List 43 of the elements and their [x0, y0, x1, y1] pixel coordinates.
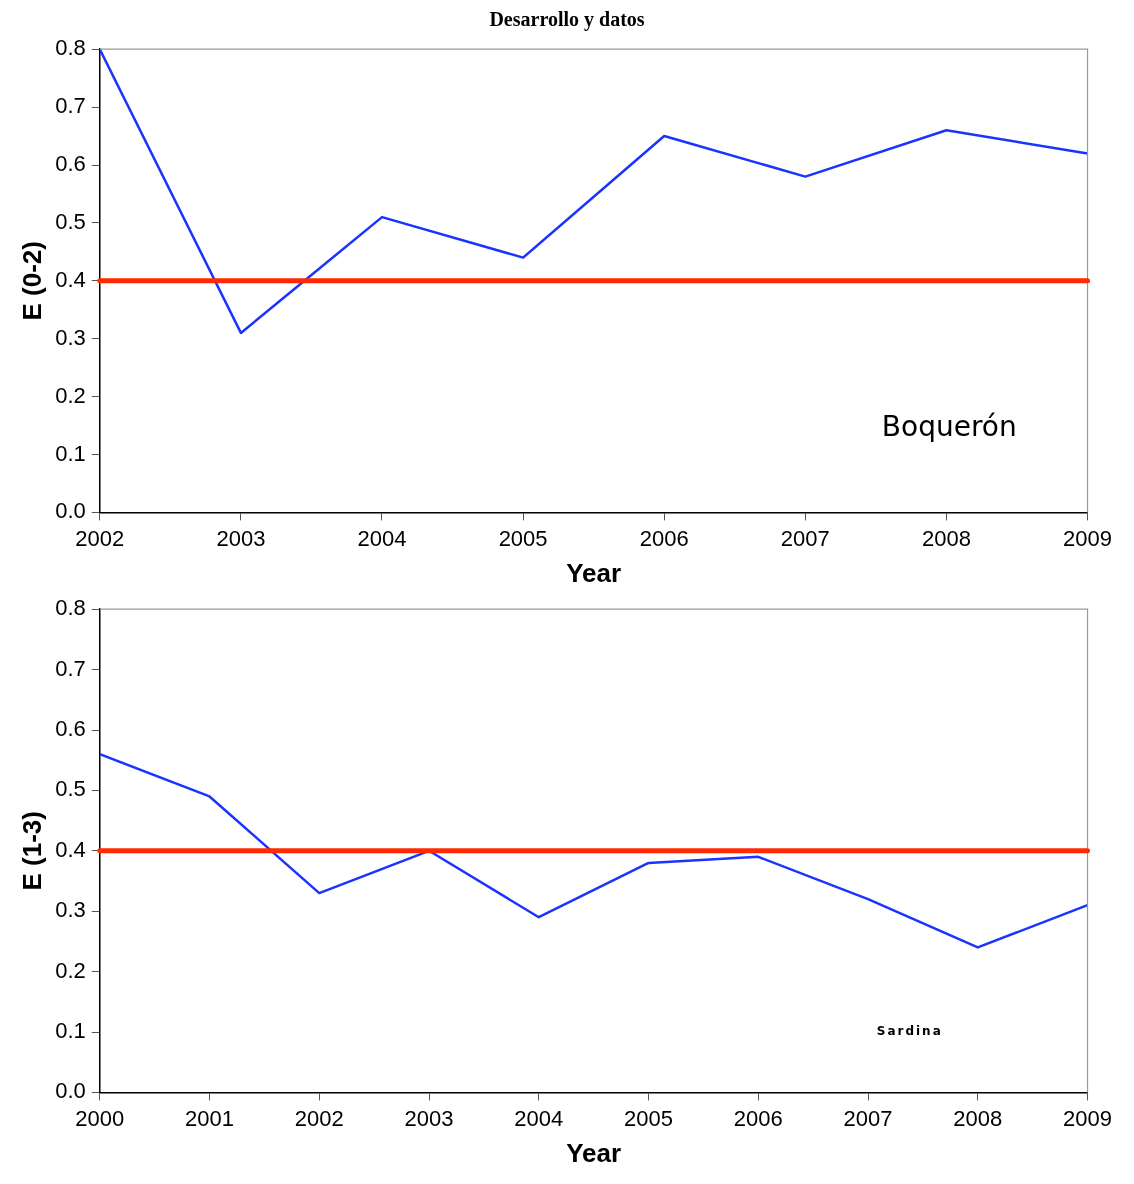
x-tick-label: 2004	[357, 525, 407, 551]
x-tick-label: 2000	[75, 1105, 125, 1131]
y-tick-label: 0.2	[55, 957, 86, 983]
y-tick-label: 0.5	[55, 208, 86, 234]
x-tick-label: 2002	[294, 1105, 344, 1131]
y-tick-label: 0.3	[55, 324, 86, 350]
x-tick-label: 2002	[75, 525, 125, 551]
x-tick-label: 2008	[953, 1105, 1003, 1131]
y-tick-label: 0.0	[55, 1078, 86, 1104]
x-tick-label: 2004	[514, 1105, 564, 1131]
x-tick-label: 2003	[216, 525, 266, 551]
y-axis-title: E (1-3)	[16, 811, 47, 891]
y-tick-label: 0.8	[55, 595, 86, 621]
y-tick-label: 0.8	[55, 35, 86, 61]
y-tick-label: 0.0	[55, 498, 86, 524]
y-tick-label: 0.4	[55, 266, 86, 292]
y-tick-label: 0.1	[55, 1018, 86, 1044]
x-tick-label: 2009	[1063, 525, 1113, 551]
y-tick-label: 0.6	[55, 716, 86, 742]
y-tick-label: 0.2	[55, 382, 86, 408]
x-tick-label: 2003	[404, 1105, 454, 1131]
x-axis-title: Year	[566, 1137, 622, 1168]
y-tick-label: 0.5	[55, 776, 86, 802]
x-tick-label: 2009	[1063, 1105, 1113, 1131]
x-tick-label: 2007	[780, 525, 830, 551]
x-tick-label: 2008	[921, 525, 971, 551]
y-tick-label: 0.3	[55, 897, 86, 923]
y-tick-label: 0.6	[55, 151, 86, 177]
chart-title: Desarrollo y datos	[488, 8, 646, 30]
y-tick-label: 0.4	[55, 836, 86, 862]
x-tick-label: 2006	[733, 1105, 783, 1131]
x-tick-label: 2006	[639, 525, 689, 551]
y-tick-label: 0.1	[55, 440, 86, 466]
x-tick-label: 2001	[185, 1105, 235, 1131]
x-axis-title: Year	[566, 557, 622, 588]
x-tick-label: 2005	[624, 1105, 674, 1131]
y-axis-title: E (0-2)	[16, 241, 47, 321]
x-tick-label: 2005	[498, 525, 548, 551]
y-tick-label: 0.7	[55, 655, 86, 681]
y-tick-label: 0.7	[55, 93, 86, 119]
x-tick-label: 2007	[843, 1105, 893, 1131]
annotation: Boquerón	[881, 410, 1017, 444]
annotation: Sardina	[876, 1024, 943, 1039]
